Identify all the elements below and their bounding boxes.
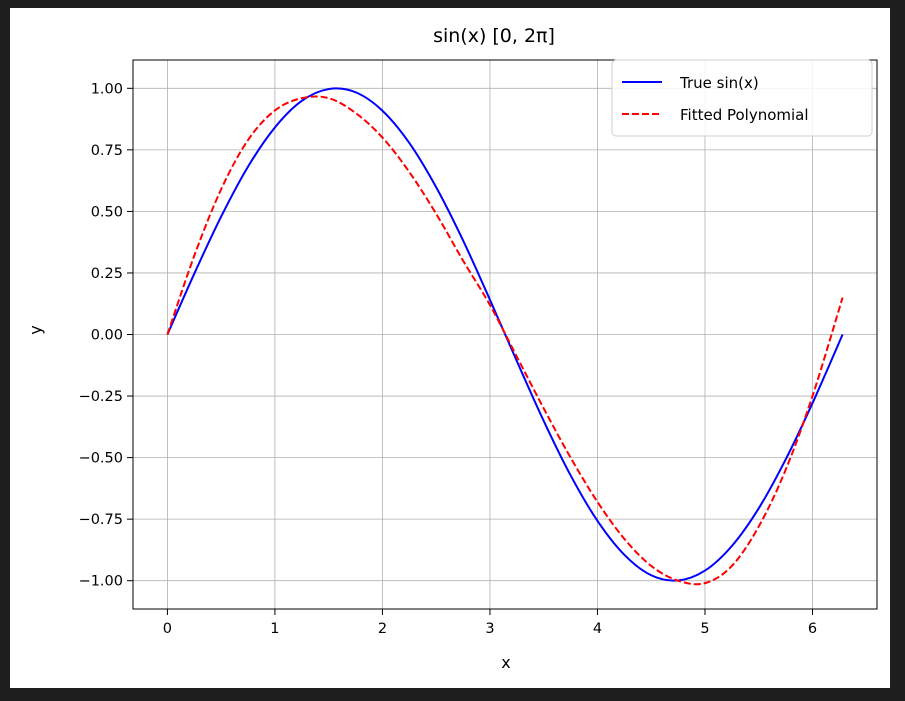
- chart-figure: 0 1 2 3 4 5 6 1.00 0.75 0.50 0.25 0.00 −0.25 −0.50 −0…: [10, 8, 890, 688]
- x-tick-label: 4: [593, 621, 602, 637]
- x-axis-label: x: [501, 653, 510, 672]
- y-tick-label: 0.25: [91, 266, 123, 282]
- y-tick-label: −0.50: [79, 451, 123, 467]
- y-tick-label: −0.25: [79, 389, 123, 405]
- y-axis-ticks: 1.00 0.75 0.50 0.25 0.00 −0.25 −0.50 −0.75 −1.00: [79, 81, 133, 590]
- y-tick-label: −0.75: [79, 512, 123, 528]
- x-tick-label: 2: [378, 621, 387, 637]
- grid-lines: [133, 60, 877, 609]
- x-tick-label: 0: [163, 621, 172, 637]
- x-tick-label: 3: [485, 621, 494, 637]
- x-tick-label: 6: [808, 621, 817, 637]
- y-tick-label: 1.00: [91, 81, 123, 97]
- y-tick-label: −1.00: [79, 574, 123, 590]
- legend-entry-true-sin: True sin(x): [679, 74, 759, 92]
- y-tick-label: 0.00: [91, 328, 123, 344]
- y-axis-label: y: [26, 325, 45, 334]
- series-line-fitted-polynomial: [166, 95, 844, 586]
- legend-box: [611, 59, 873, 137]
- series-lines: [166, 87, 844, 586]
- y-tick-label: 0.50: [91, 204, 123, 220]
- x-axis-ticks: 0 1 2 3 4 5 6: [163, 609, 817, 637]
- chart-svg: 0 1 2 3 4 5 6 1.00 0.75 0.50 0.25 0.00 −0.25 −0.50 −0…: [26, 25, 878, 672]
- y-tick-label: 0.75: [91, 143, 123, 159]
- x-tick-label: 1: [270, 621, 279, 637]
- legend-entry-fitted: Fitted Polynomial: [680, 106, 809, 124]
- chart-title: sin(x) [0, 2π]: [433, 25, 555, 47]
- x-tick-label: 5: [700, 621, 709, 637]
- legend: True sin(x) Fitted Polynomial: [611, 59, 873, 137]
